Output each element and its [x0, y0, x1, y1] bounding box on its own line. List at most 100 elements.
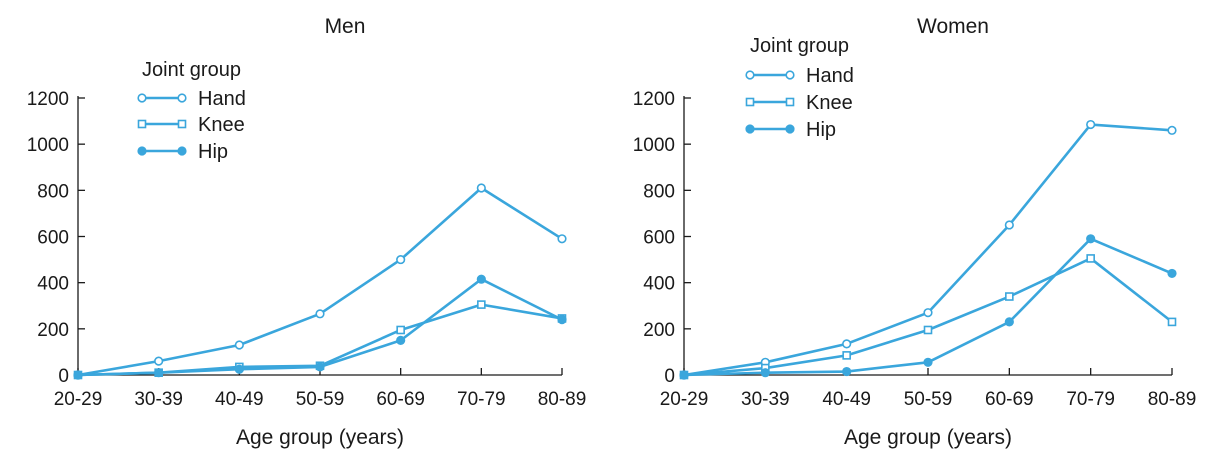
legend-label: Hip	[198, 141, 228, 163]
legend-title: Joint group	[142, 59, 241, 81]
y-tick-label: 1200	[27, 89, 69, 110]
x-tick-label: 60-69	[376, 389, 425, 410]
legend-marker-end	[177, 146, 187, 156]
data-point	[477, 300, 486, 309]
legend-marker-start	[137, 93, 147, 103]
data-point	[396, 335, 406, 345]
x-tick-label: 30-39	[134, 389, 183, 410]
data-point	[234, 340, 244, 350]
legend-marker-end	[785, 70, 795, 80]
data-point	[315, 362, 325, 372]
data-point	[1086, 254, 1095, 263]
legend-marker-end	[785, 124, 795, 134]
data-point	[679, 370, 689, 380]
legend-marker-end	[177, 119, 187, 129]
data-point	[923, 325, 933, 335]
x-tick-label: 60-69	[985, 389, 1034, 410]
x-tick-label: 70-79	[457, 389, 506, 410]
data-point	[1167, 125, 1177, 135]
legend-label: Hip	[806, 119, 836, 141]
legend-marker-start	[745, 124, 755, 134]
data-point	[476, 183, 486, 193]
x-tick-label: 70-79	[1066, 389, 1115, 410]
y-tick-label: 0	[58, 366, 69, 387]
data-point	[396, 325, 405, 335]
y-tick-label: 800	[643, 181, 675, 202]
data-point	[154, 356, 164, 366]
legend: Joint group Hand Knee Hip	[745, 35, 854, 141]
series-hip	[679, 234, 1177, 380]
data-point	[154, 368, 164, 378]
x-tick-label: 80-89	[1148, 389, 1197, 410]
series-line	[683, 237, 1173, 377]
series-knee	[679, 254, 1177, 380]
data-point	[476, 274, 486, 284]
data-point	[1005, 292, 1014, 301]
legend-title: Joint group	[750, 35, 849, 57]
legend-item-hip: Hip	[137, 141, 228, 163]
legend-marker-start	[745, 97, 755, 107]
men-panel: Men 0 200 400 600 800 1000 1200 20-29 30-39 40-49 5…	[27, 15, 587, 449]
x-tick-label: 30-39	[741, 389, 790, 410]
legend: Joint group Hand Knee Hip	[137, 59, 246, 163]
x-tick-label: 80-89	[538, 389, 587, 410]
legend-marker-end	[177, 93, 187, 103]
legend-marker-start	[745, 70, 755, 80]
y-tick-label: 0	[664, 366, 675, 387]
x-axis-label: Age group (years)	[236, 426, 404, 449]
data-point	[1086, 119, 1096, 130]
legend-label: Hand	[198, 88, 246, 110]
x-tick-label: 40-49	[215, 389, 264, 410]
data-point	[1004, 317, 1014, 327]
legend-label: Hand	[806, 65, 854, 87]
data-point	[923, 357, 933, 367]
legend-item-hand: Hand	[137, 88, 246, 110]
data-point	[1086, 234, 1096, 244]
series-hand	[679, 119, 1177, 380]
legend-marker-start	[137, 119, 147, 129]
data-point	[557, 315, 567, 325]
legend-item-hip: Hip	[745, 119, 836, 141]
x-tick-label: 50-59	[296, 389, 345, 410]
y-tick-label: 1000	[633, 135, 675, 156]
data-point	[315, 309, 325, 319]
data-point	[234, 364, 244, 374]
legend-label: Knee	[198, 114, 245, 136]
y-tick-label: 800	[37, 181, 69, 202]
y-tick-label: 400	[643, 274, 675, 295]
data-point	[1167, 268, 1177, 279]
y-tick-label: 600	[643, 228, 675, 249]
data-point	[1167, 317, 1177, 327]
series-line	[77, 277, 563, 377]
legend-item-knee: Knee	[745, 92, 853, 114]
legend-marker-start	[137, 146, 147, 156]
x-tick-label: 20-29	[54, 389, 103, 410]
data-point	[1004, 220, 1014, 230]
legend-item-knee: Knee	[137, 114, 245, 136]
y-tick-label: 1000	[27, 135, 69, 156]
chart-title: Women	[917, 15, 989, 38]
series-line	[77, 186, 563, 377]
data-point	[396, 254, 406, 265]
x-tick-label: 50-59	[904, 389, 953, 410]
data-point	[557, 234, 567, 244]
data-point	[923, 308, 933, 318]
legend-label: Knee	[806, 92, 853, 114]
data-point	[842, 351, 851, 360]
series-line	[683, 123, 1173, 377]
data-point	[760, 368, 770, 378]
data-point	[842, 339, 852, 349]
chart-title: Men	[325, 15, 366, 38]
data-point	[73, 370, 83, 380]
x-tick-label: 40-49	[822, 389, 871, 410]
x-tick-label: 20-29	[660, 389, 709, 410]
data-point	[842, 366, 852, 377]
y-tick-label: 400	[37, 274, 69, 295]
series-hip	[73, 274, 567, 380]
y-tick-label: 1200	[633, 89, 675, 110]
legend-marker-end	[785, 97, 795, 107]
y-tick-label: 600	[37, 228, 69, 249]
legend-item-hand: Hand	[745, 65, 854, 87]
y-tick-label: 200	[643, 320, 675, 341]
x-axis-label: Age group (years)	[844, 426, 1012, 449]
